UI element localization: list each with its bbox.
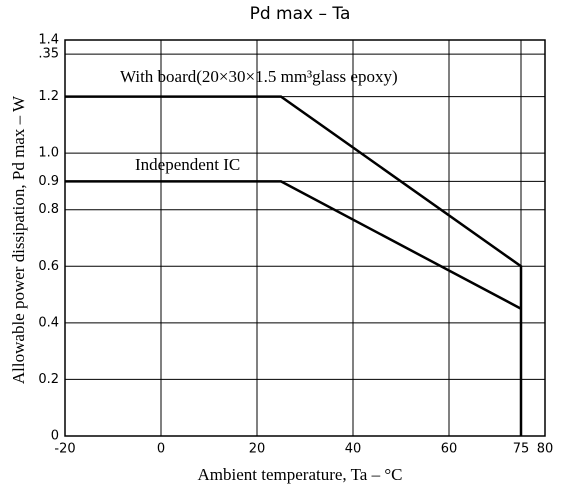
series-line: [65, 180, 522, 310]
series-label: Independent IC: [135, 155, 240, 174]
y-tick-label: 1.0: [38, 146, 59, 161]
y-tick-label: 1.4: [38, 33, 59, 48]
y-tick-label: 1.2: [38, 89, 59, 104]
x-tick-label: 0: [157, 442, 165, 457]
y-tick-label: .35: [38, 47, 59, 62]
y-axis-label: Allowable power dissipation, Pd max – W: [9, 95, 28, 384]
x-tick-label: 40: [345, 442, 362, 457]
x-tick-label: -20: [54, 442, 75, 457]
x-tick-label: 20: [249, 442, 266, 457]
series-line: [65, 95, 523, 436]
y-tick-label: 0.9: [38, 174, 59, 189]
y-tick-label: 0: [51, 429, 59, 444]
x-tick-label: 80: [537, 442, 554, 457]
chart-title: Pd max – Ta: [250, 4, 351, 24]
y-tick-label: 0.2: [38, 372, 59, 387]
series-label: With board(20×30×1.5 mm³glass epoxy): [120, 67, 398, 86]
x-tick-label: 75: [513, 442, 530, 457]
x-tick-label: 60: [441, 442, 458, 457]
y-tick-label: 0.8: [38, 202, 59, 217]
plot-frame: [64, 39, 546, 437]
y-tick-label: 0.6: [38, 259, 59, 274]
x-axis-label: Ambient temperature, Ta – °C: [198, 465, 403, 484]
y-tick-label: 0.4: [38, 315, 59, 330]
